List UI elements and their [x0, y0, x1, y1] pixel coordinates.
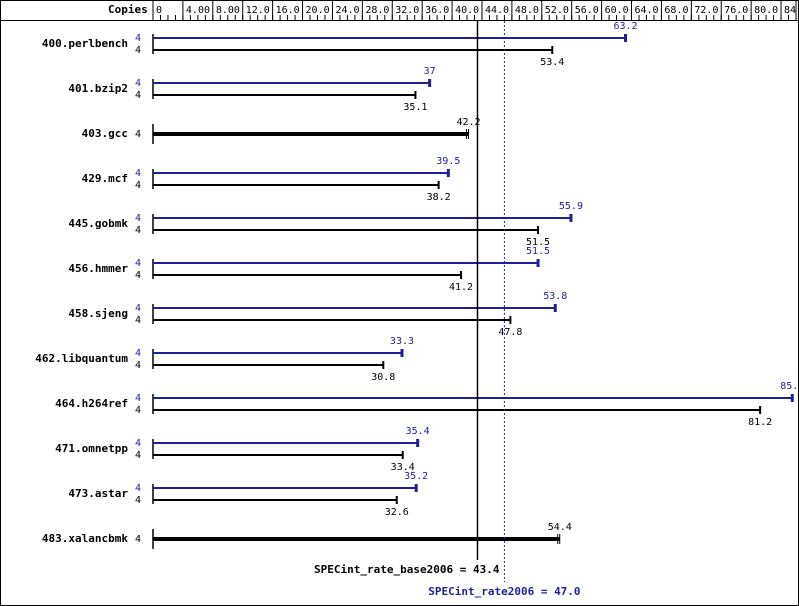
- x-tick-label: 24.0: [335, 5, 359, 16]
- value-label: 47.8: [498, 327, 522, 338]
- value-label: 53.8: [543, 291, 567, 302]
- value-label: 81.2: [748, 417, 772, 428]
- x-tick-label: 40.0: [455, 5, 479, 16]
- category-label: 483.xalancbmk: [42, 532, 128, 545]
- copies-label: 4: [135, 393, 141, 404]
- category-label: 471.omnetpp: [55, 442, 128, 455]
- x-tick-label: 32.0: [395, 5, 419, 16]
- x-tick-label: 12.0: [246, 5, 270, 16]
- copies-label: 4: [135, 450, 141, 461]
- category-label: 429.mcf: [82, 172, 128, 185]
- value-label: 51.5: [526, 237, 550, 248]
- value-label: 55.9: [559, 201, 583, 212]
- x-tick-label: 76.0: [724, 5, 748, 16]
- x-tick-label: 64.0: [635, 5, 659, 16]
- x-tick-label: 48.0: [515, 5, 539, 16]
- copies-label: 4: [135, 360, 141, 371]
- value-label: 85.5: [780, 381, 799, 392]
- x-tick-label: 4.00: [186, 5, 210, 16]
- value-label: 54.4: [548, 522, 572, 533]
- x-tick-label: 0: [156, 5, 162, 16]
- value-label: 33.4: [391, 462, 415, 473]
- value-label: 42.2: [456, 117, 480, 128]
- copies-label: 4: [135, 33, 141, 44]
- copies-label: 4: [135, 78, 141, 89]
- category-label: 445.gobmk: [68, 217, 128, 230]
- copies-label: 4: [135, 258, 141, 269]
- copies-label: 4: [135, 438, 141, 449]
- copies-label: 4: [135, 90, 141, 101]
- category-label: 403.gcc: [82, 127, 128, 140]
- value-label: 35.4: [406, 426, 430, 437]
- copies-label: 4: [135, 534, 141, 545]
- copies-label: 4: [135, 213, 141, 224]
- copies-label: 4: [135, 129, 141, 140]
- category-label: 473.astar: [68, 487, 128, 500]
- x-tick-label: 52.0: [545, 5, 569, 16]
- copies-label: 4: [135, 168, 141, 179]
- category-label: 401.bzip2: [68, 82, 128, 95]
- x-tick-label: 36.0: [425, 5, 449, 16]
- x-tick-label: 28.0: [365, 5, 389, 16]
- value-label: 30.8: [371, 372, 395, 383]
- axis-label: Copies: [108, 3, 148, 16]
- category-label: 462.libquantum: [35, 352, 128, 365]
- value-label: 32.6: [385, 507, 409, 518]
- category-label: 464.h264ref: [55, 397, 128, 410]
- x-tick-label: 8.00: [216, 5, 240, 16]
- copies-label: 4: [135, 405, 141, 416]
- copies-label: 4: [135, 303, 141, 314]
- copies-label: 4: [135, 45, 141, 56]
- copies-label: 4: [135, 315, 141, 326]
- copies-label: 4: [135, 348, 141, 359]
- value-label: 35.1: [403, 102, 427, 113]
- category-label: 458.sjeng: [68, 307, 128, 320]
- x-tick-label: 84.0: [784, 5, 799, 16]
- x-tick-label: 44.0: [485, 5, 509, 16]
- value-label: 53.4: [540, 57, 564, 68]
- reference-label: SPECint_rate_base2006 = 43.4: [314, 563, 500, 576]
- copies-label: 4: [135, 180, 141, 191]
- value-label: 33.3: [390, 336, 414, 347]
- value-label: 37: [424, 66, 436, 77]
- copies-label: 4: [135, 495, 141, 506]
- x-tick-label: 56.0: [575, 5, 599, 16]
- value-label: 63.2: [613, 21, 637, 32]
- copies-label: 4: [135, 483, 141, 494]
- value-label: 35.2: [404, 471, 428, 482]
- category-label: 456.hmmer: [68, 262, 128, 275]
- x-tick-label: 16.0: [276, 5, 300, 16]
- reference-label: SPECint_rate2006 = 47.0: [428, 585, 580, 598]
- x-tick-label: 20.0: [306, 5, 330, 16]
- value-label: 51.5: [526, 246, 550, 257]
- x-tick-label: 80.0: [754, 5, 778, 16]
- value-label: 41.2: [449, 282, 473, 293]
- x-tick-label: 72.0: [694, 5, 718, 16]
- category-label: 400.perlbench: [42, 37, 128, 50]
- value-label: 38.2: [427, 192, 451, 203]
- copies-label: 4: [135, 225, 141, 236]
- value-label: 39.5: [436, 156, 460, 167]
- x-tick-label: 60.0: [605, 5, 629, 16]
- copies-label: 4: [135, 270, 141, 281]
- x-tick-label: 68.0: [664, 5, 688, 16]
